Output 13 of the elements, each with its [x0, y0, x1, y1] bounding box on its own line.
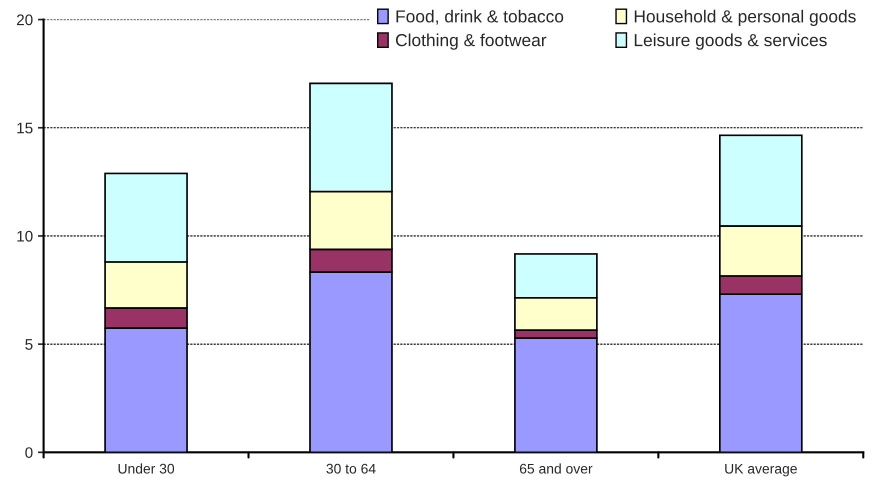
y-tick-label: 5	[25, 339, 33, 350]
legend-label: Clothing & footwear	[396, 34, 546, 50]
legend-label: Household & personal goods	[634, 10, 856, 26]
legend-label: Leisure goods & services	[634, 34, 827, 50]
y-tick-label: 15	[17, 122, 33, 134]
y-tick-label: 20	[16, 14, 33, 26]
legend-label: Food, drink & tobacco	[396, 10, 564, 25]
x-tick-label: UK average	[725, 464, 797, 476]
x-tick-label: 30 to 64	[326, 464, 376, 474]
y-tick-label: 0	[25, 447, 33, 458]
x-tick-label: Under 30	[118, 463, 174, 474]
x-tick-label: 65 and over	[520, 463, 592, 474]
y-tick-label: 10	[17, 230, 33, 242]
